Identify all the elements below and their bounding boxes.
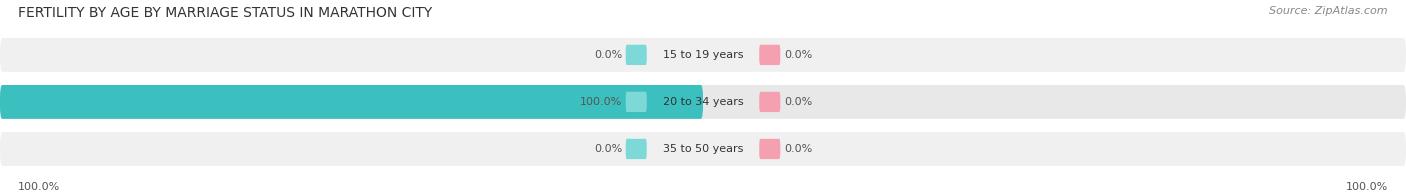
Text: 0.0%: 0.0%: [593, 50, 621, 60]
Text: 100.0%: 100.0%: [1346, 182, 1388, 192]
FancyBboxPatch shape: [626, 92, 647, 112]
FancyBboxPatch shape: [759, 45, 780, 65]
FancyBboxPatch shape: [759, 139, 780, 159]
FancyBboxPatch shape: [759, 92, 780, 112]
Text: 0.0%: 0.0%: [785, 50, 813, 60]
Text: FERTILITY BY AGE BY MARRIAGE STATUS IN MARATHON CITY: FERTILITY BY AGE BY MARRIAGE STATUS IN M…: [18, 6, 433, 20]
Text: 15 to 19 years: 15 to 19 years: [662, 50, 744, 60]
FancyBboxPatch shape: [626, 139, 647, 159]
FancyBboxPatch shape: [0, 38, 1406, 72]
Text: 35 to 50 years: 35 to 50 years: [662, 144, 744, 154]
Text: 100.0%: 100.0%: [18, 182, 60, 192]
Text: Source: ZipAtlas.com: Source: ZipAtlas.com: [1270, 6, 1388, 16]
FancyBboxPatch shape: [0, 85, 703, 119]
FancyBboxPatch shape: [0, 85, 1406, 119]
Text: 0.0%: 0.0%: [785, 97, 813, 107]
Text: 20 to 34 years: 20 to 34 years: [662, 97, 744, 107]
Text: 0.0%: 0.0%: [785, 144, 813, 154]
FancyBboxPatch shape: [0, 132, 1406, 166]
Text: 0.0%: 0.0%: [593, 144, 621, 154]
Text: 100.0%: 100.0%: [579, 97, 621, 107]
FancyBboxPatch shape: [626, 45, 647, 65]
